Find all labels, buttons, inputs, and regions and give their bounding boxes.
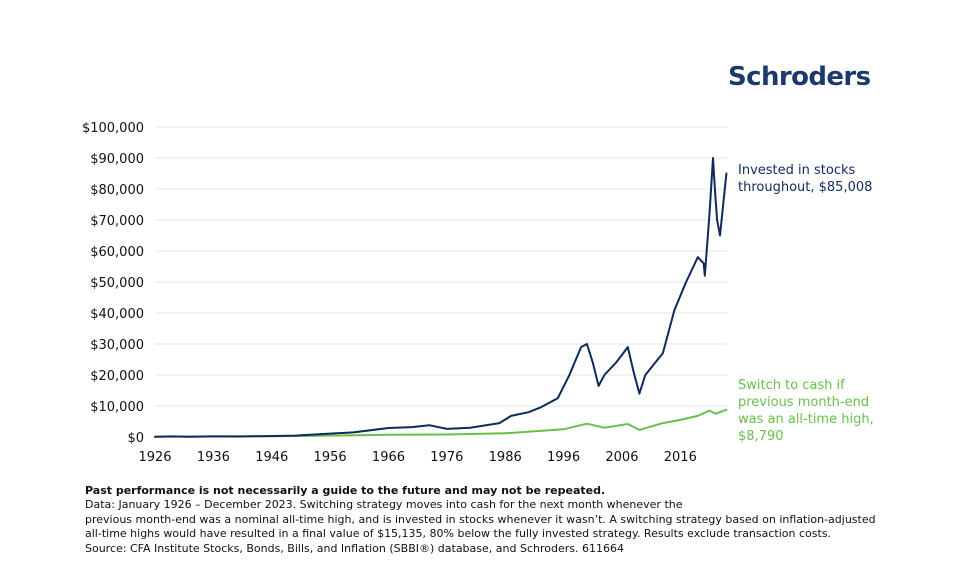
x-tick-label: 1986 xyxy=(489,450,522,465)
y-tick-label: $90,000 xyxy=(90,152,144,167)
y-tick-label: $60,000 xyxy=(90,245,144,260)
x-tick-label: 1976 xyxy=(430,450,463,465)
x-tick-label: 1996 xyxy=(547,450,580,465)
line-chart: $0 $10,000 $20,000 $30,000 $40,000 $50,000 $60… xyxy=(82,121,874,465)
footnote: Past performance is not necessarily a gu… xyxy=(85,484,905,556)
y-tick-label: $50,000 xyxy=(90,276,144,291)
footnote-line-3: all-time highs would have resulted in a … xyxy=(85,527,832,541)
series-labels: Invested in stocks throughout, $85,008 Swi… xyxy=(738,163,874,444)
x-tick-label: 1956 xyxy=(314,450,347,465)
footnote-line-4: Source: CFA Institute Stocks, Bonds, Bil… xyxy=(85,541,624,555)
x-tick-label: 1936 xyxy=(197,450,230,465)
series-label-line: throughout, $85,008 xyxy=(738,180,872,195)
gridlines xyxy=(155,126,727,407)
y-tick-label: $40,000 xyxy=(90,307,144,322)
x-tick-label: 1966 xyxy=(372,450,405,465)
series-label-line: $8,790 xyxy=(738,429,784,444)
y-tick-label: $100,000 xyxy=(82,121,144,136)
y-tick-label: $10,000 xyxy=(90,400,144,415)
y-tick-label: $20,000 xyxy=(90,369,144,384)
y-tick-label: $70,000 xyxy=(90,214,144,229)
x-tick-label: 2016 xyxy=(664,450,697,465)
footnote-line-1: Data: January 1926 – December 2023. Swit… xyxy=(85,498,683,512)
series-label-line: Switch to cash if xyxy=(738,378,845,393)
schroders-logo: Schroders xyxy=(728,62,871,92)
switch-series-line xyxy=(154,408,728,438)
series-label-line: was an all-time high, xyxy=(738,412,874,427)
series-label-line: Invested in stocks xyxy=(738,163,856,178)
y-tick-label: $30,000 xyxy=(90,338,144,353)
invested-series-label: Invested in stocks throughout, $85,008 xyxy=(738,163,872,195)
footnote-line-2: previous month-end was a nominal all-tim… xyxy=(85,512,876,526)
y-tick-label: $0 xyxy=(127,431,144,446)
invested-series-line xyxy=(154,157,728,438)
disclaimer: Past performance is not necessarily a gu… xyxy=(85,484,606,497)
switch-series-label: Switch to cash if previous month-end was a… xyxy=(738,378,874,444)
x-axis-ticks: 1926 1936 1946 1956 1966 1976 1986 1996 2006 2016 xyxy=(138,450,696,465)
y-tick-label: $80,000 xyxy=(90,183,144,198)
y-axis-ticks: $0 $10,000 $20,000 $30,000 $40,000 $50,000 $60… xyxy=(82,121,144,446)
x-tick-label: 1946 xyxy=(255,450,288,465)
series-lines xyxy=(154,157,728,438)
x-tick-label: 2006 xyxy=(605,450,638,465)
x-tick-label: 1926 xyxy=(138,450,171,465)
series-label-line: previous month-end xyxy=(738,395,869,410)
